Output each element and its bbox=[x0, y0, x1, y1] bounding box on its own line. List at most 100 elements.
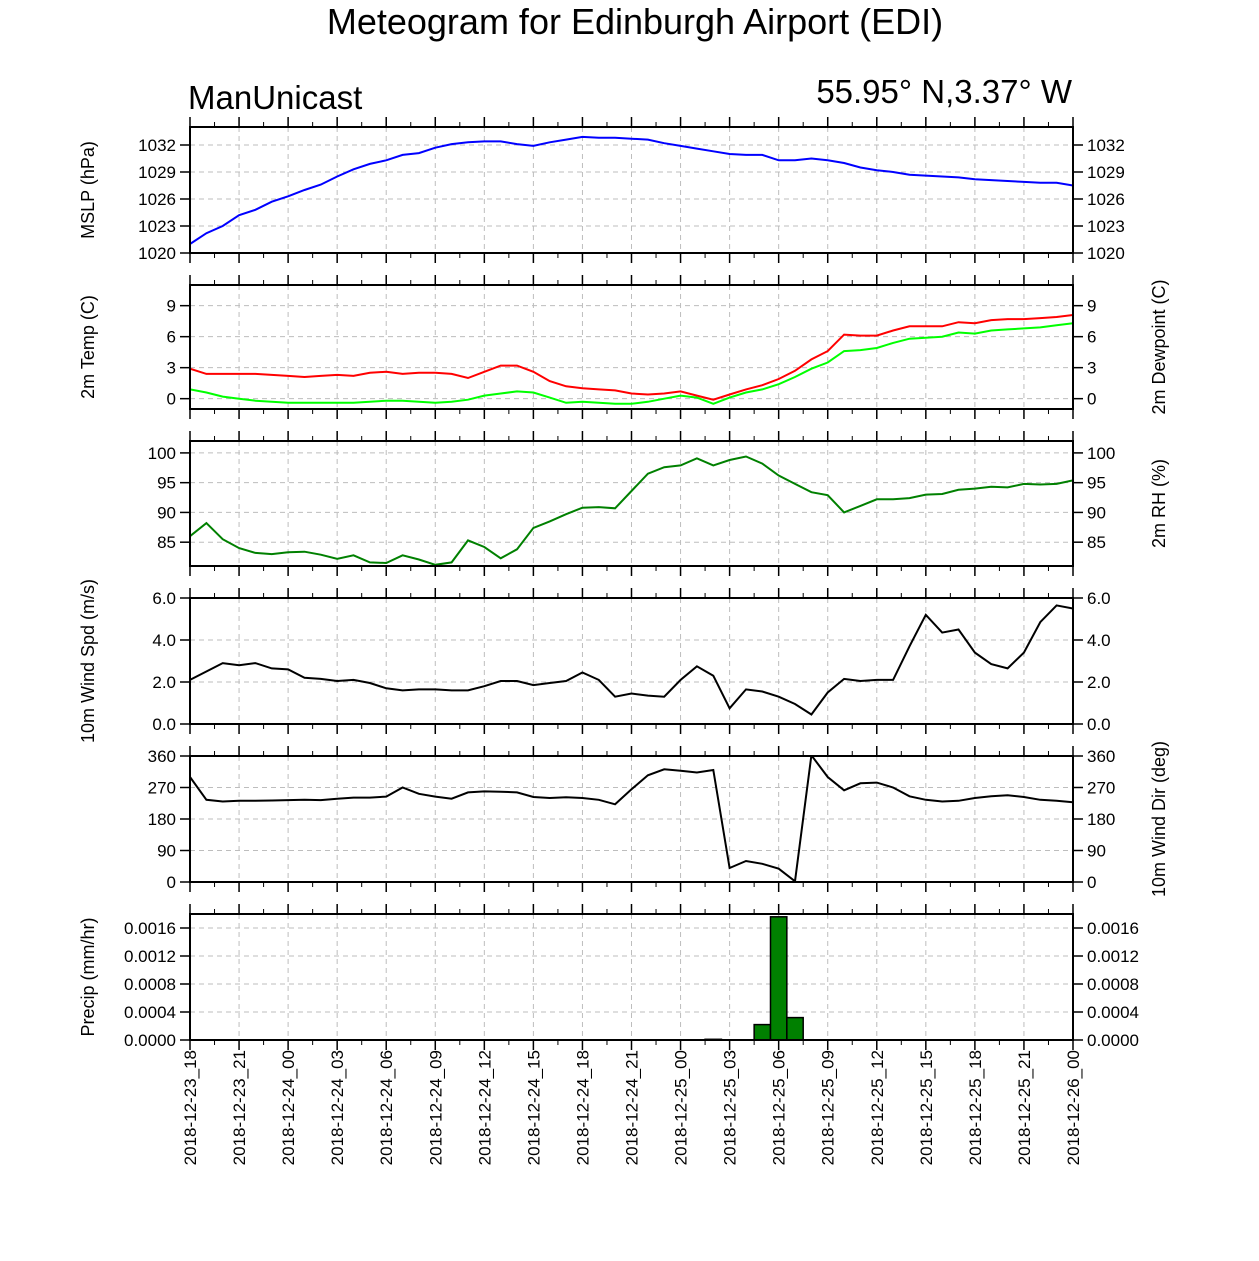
y-tick-label-right: 0.0000 bbox=[1087, 1031, 1139, 1050]
y-tick-label-right: 90 bbox=[1087, 842, 1106, 861]
right-y-axis-label: 2m Dewpoint (C) bbox=[1149, 279, 1169, 414]
y-tick-label: 1026 bbox=[138, 190, 176, 209]
y-tick-label-right: 95 bbox=[1087, 474, 1106, 493]
time-tick-label: 2018-12-25_15 bbox=[917, 1050, 936, 1165]
y-tick-label: 1029 bbox=[138, 163, 176, 182]
y-tick-label-right: 270 bbox=[1087, 779, 1115, 798]
y-tick-label: 0.0004 bbox=[124, 1003, 176, 1022]
y-tick-label: 360 bbox=[148, 747, 176, 766]
y-axis-label: 10m Wind Spd (m/s) bbox=[78, 579, 98, 743]
y-tick-label-right: 9 bbox=[1087, 297, 1096, 316]
y-tick-label-right: 0 bbox=[1087, 390, 1096, 409]
series-line-0 bbox=[190, 135, 1073, 245]
time-tick-label: 2018-12-24_15 bbox=[524, 1050, 543, 1165]
y-tick-label-right: 100 bbox=[1087, 444, 1115, 463]
y-tick-label-right: 0.0008 bbox=[1087, 975, 1139, 994]
time-tick-label: 2018-12-25_21 bbox=[1015, 1050, 1034, 1165]
series-line-0 bbox=[190, 455, 1073, 566]
time-tick-label: 2018-12-25_06 bbox=[770, 1050, 789, 1165]
time-tick-label: 2018-12-24_03 bbox=[328, 1050, 347, 1165]
panel-frame bbox=[189, 597, 1074, 725]
time-tick-label: 2018-12-23_21 bbox=[230, 1050, 249, 1165]
y-axis-label: MSLP (hPa) bbox=[78, 141, 98, 239]
precip-bar bbox=[753, 1023, 772, 1041]
panel-frame bbox=[189, 126, 1074, 254]
y-tick-label-right: 360 bbox=[1087, 747, 1115, 766]
series-line-0 bbox=[190, 604, 1073, 716]
y-tick-label: 1032 bbox=[138, 136, 176, 155]
time-tick-label: 2018-12-25_12 bbox=[868, 1050, 887, 1165]
time-tick-label: 2018-12-24_18 bbox=[573, 1050, 592, 1165]
precip-bar bbox=[769, 916, 788, 1041]
y-tick-label-right: 90 bbox=[1087, 503, 1106, 522]
y-tick-label-right: 0 bbox=[1087, 873, 1096, 892]
y-tick-label: 0.0016 bbox=[124, 919, 176, 938]
right-y-axis-label: 10m Wind Dir (deg) bbox=[1149, 741, 1169, 897]
y-tick-label: 90 bbox=[157, 842, 176, 861]
y-tick-label-right: 1020 bbox=[1087, 244, 1125, 263]
model-label: ManUnicast bbox=[188, 79, 362, 116]
location-label: 55.95° N,3.37° W bbox=[816, 73, 1073, 110]
panel-4: 0 0 90 90 180 180 270 270 360 360 10m Wind Dir (de… bbox=[148, 741, 1169, 897]
right-y-axis-label: 2m RH (%) bbox=[1149, 459, 1169, 548]
panel-frame bbox=[189, 440, 1074, 567]
panel-5: 0.0000 0.0000 0.0004 0.0004 0.0008 0.0008 0.00… bbox=[78, 904, 1139, 1050]
panel-2: 85 85 90 90 95 95 100 100 2m RH (%) bbox=[148, 431, 1169, 576]
y-tick-label-right: 0.0012 bbox=[1087, 947, 1139, 966]
y-tick-label-right: 0.0 bbox=[1087, 715, 1111, 734]
y-tick-label-right: 3 bbox=[1087, 359, 1096, 378]
y-tick-label: 2.0 bbox=[152, 673, 176, 692]
panel-frame bbox=[189, 913, 1074, 1041]
y-tick-label-right: 1029 bbox=[1087, 163, 1125, 182]
time-tick-label: 2018-12-25_00 bbox=[672, 1050, 691, 1165]
time-tick-label: 2018-12-23_18 bbox=[181, 1050, 200, 1165]
panels: 1020 1020 1023 1023 1026 1026 1029 1029 1032 1032… bbox=[78, 117, 1169, 1050]
y-tick-label: 9 bbox=[167, 297, 176, 316]
y-axis-label: 2m Temp (C) bbox=[78, 295, 98, 399]
y-tick-label: 85 bbox=[157, 533, 176, 552]
panel-frame bbox=[189, 284, 1074, 410]
time-tick-label: 2018-12-25_18 bbox=[966, 1050, 985, 1165]
y-tick-label: 95 bbox=[157, 474, 176, 493]
y-tick-label: 180 bbox=[148, 810, 176, 829]
y-tick-label: 90 bbox=[157, 503, 176, 522]
series-line-1 bbox=[190, 322, 1073, 405]
y-tick-label: 0.0 bbox=[152, 715, 176, 734]
y-tick-label: 0.0012 bbox=[124, 947, 176, 966]
y-tick-label-right: 6.0 bbox=[1087, 589, 1111, 608]
y-axis-label: Precip (mm/hr) bbox=[78, 917, 98, 1036]
y-tick-label: 100 bbox=[148, 444, 176, 463]
y-tick-label: 6 bbox=[167, 328, 176, 347]
y-tick-label: 3 bbox=[167, 359, 176, 378]
series-line-0 bbox=[190, 756, 1073, 882]
precip-bar bbox=[786, 1016, 804, 1041]
y-tick-label-right: 0.0004 bbox=[1087, 1003, 1139, 1022]
y-tick-label: 4.0 bbox=[152, 631, 176, 650]
y-tick-label-right: 4.0 bbox=[1087, 631, 1111, 650]
time-tick-label: 2018-12-24_21 bbox=[623, 1050, 642, 1165]
y-tick-label-right: 1023 bbox=[1087, 217, 1125, 236]
y-tick-label-right: 180 bbox=[1087, 810, 1115, 829]
y-tick-label: 270 bbox=[148, 779, 176, 798]
y-tick-label-right: 85 bbox=[1087, 533, 1106, 552]
y-tick-label: 1020 bbox=[138, 244, 176, 263]
panel-frame bbox=[189, 755, 1074, 883]
time-tick-label: 2018-12-24_00 bbox=[279, 1050, 298, 1165]
time-tick-label: 2018-12-24_09 bbox=[426, 1050, 445, 1165]
time-axis: 2018-12-23_18 2018-12-23_21 2018-12-24_00 2… bbox=[181, 1050, 1083, 1165]
panel-1: 0 0 3 3 6 6 9 9 2m Temp (C) 2m Dewpoint (C) bbox=[78, 275, 1169, 419]
panel-3: 0.0 0.0 2.0 2.0 4.0 4.0 6.0 6.0 10m Wind Spd (m/… bbox=[78, 579, 1111, 743]
y-tick-label-right: 2.0 bbox=[1087, 673, 1111, 692]
y-tick-label-right: 1026 bbox=[1087, 190, 1125, 209]
y-tick-label-right: 6 bbox=[1087, 328, 1096, 347]
time-tick-label: 2018-12-26_00 bbox=[1064, 1050, 1083, 1165]
time-tick-label: 2018-12-25_09 bbox=[819, 1050, 838, 1165]
y-tick-label-right: 1032 bbox=[1087, 136, 1125, 155]
y-tick-label: 0.0008 bbox=[124, 975, 176, 994]
time-tick-label: 2018-12-24_06 bbox=[377, 1050, 396, 1165]
time-tick-label: 2018-12-25_03 bbox=[721, 1050, 740, 1165]
y-tick-label: 1023 bbox=[138, 217, 176, 236]
y-tick-label-right: 0.0016 bbox=[1087, 919, 1139, 938]
y-tick-label: 0.0000 bbox=[124, 1031, 176, 1050]
